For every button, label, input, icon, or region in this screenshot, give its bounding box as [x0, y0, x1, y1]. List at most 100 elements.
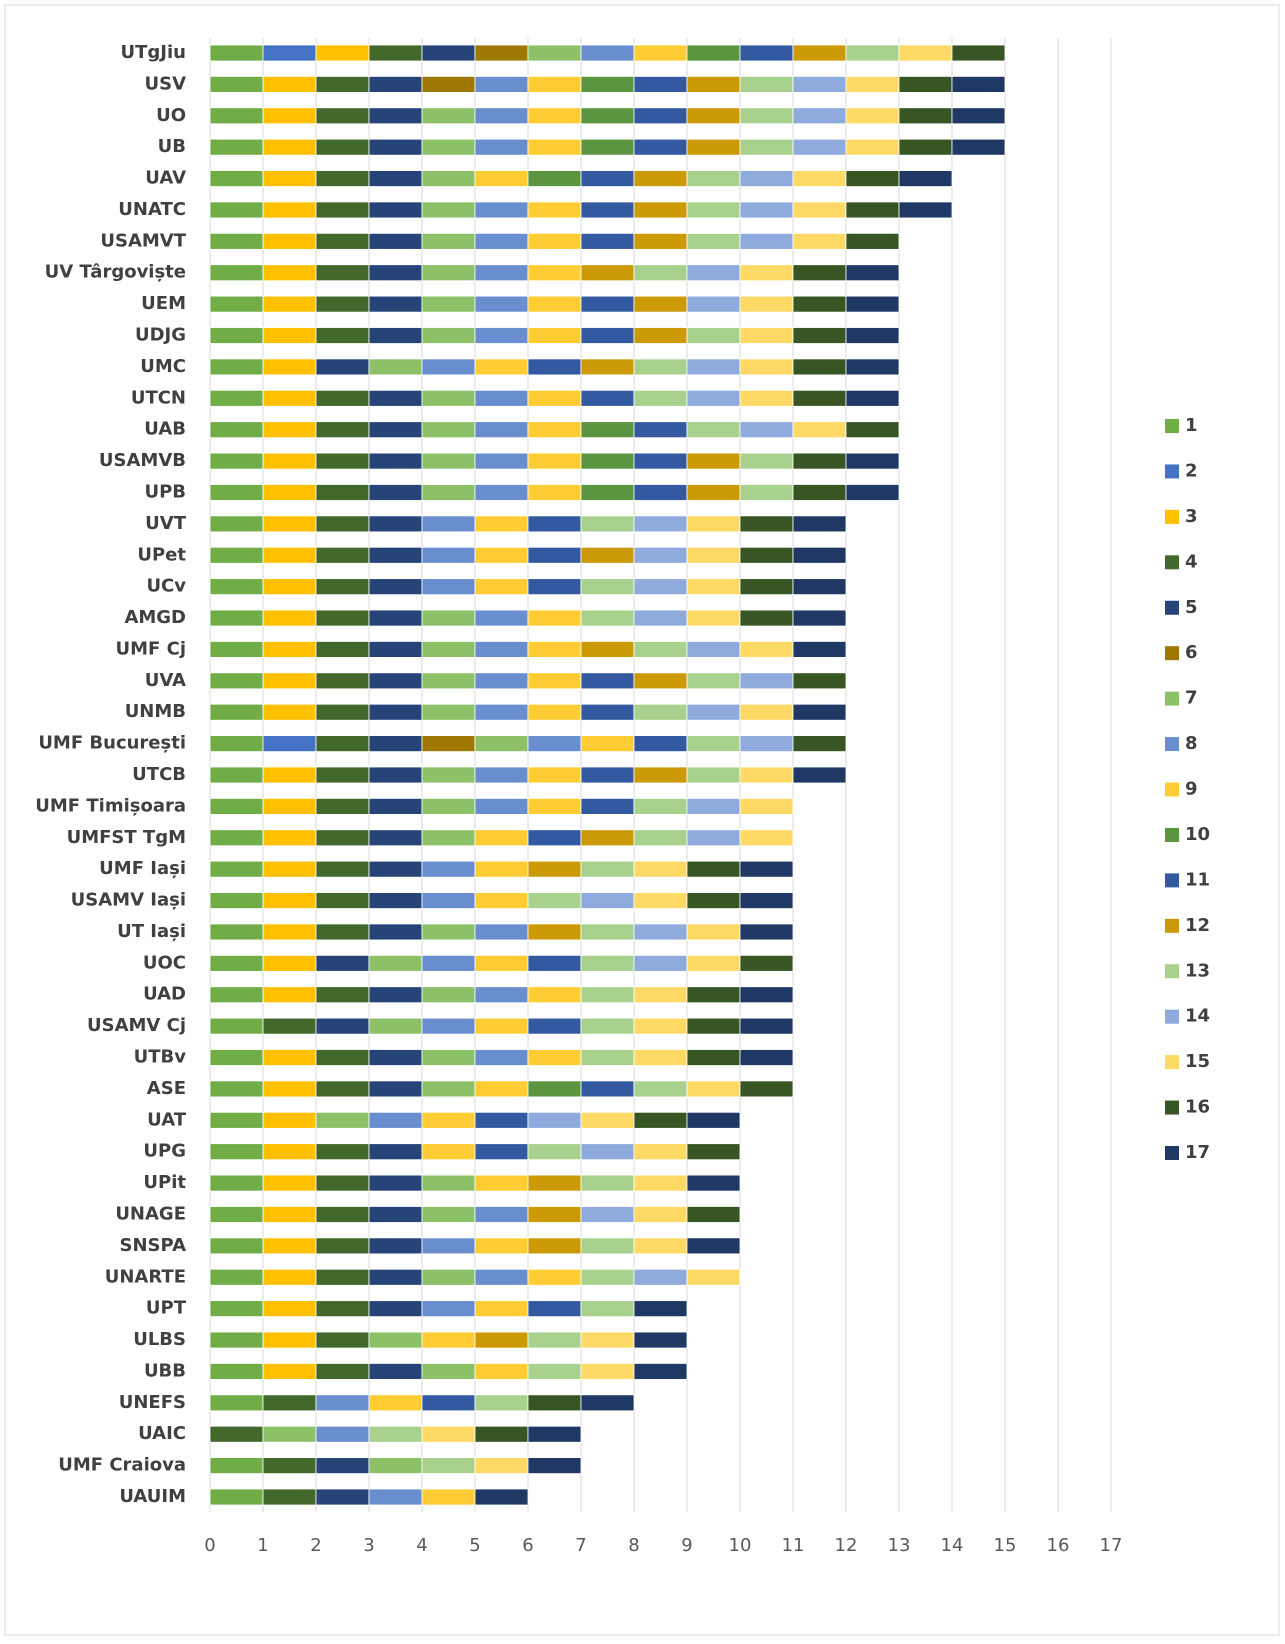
bar-segment [262, 1331, 317, 1349]
bar-segment [368, 389, 423, 407]
bar-segment [368, 1143, 423, 1161]
bar-segment [421, 829, 476, 847]
bar-segment [315, 358, 370, 376]
bar-segment [421, 515, 476, 533]
bar-segment [315, 1017, 370, 1035]
bar-segment [898, 201, 953, 219]
bar-segment [580, 797, 635, 815]
bar-segment [686, 1111, 741, 1129]
bar-segment [474, 1080, 529, 1098]
bar-segment [315, 515, 370, 533]
bar-segment [527, 609, 582, 627]
bar-segment [527, 389, 582, 407]
y-tick-label: UAB [144, 419, 186, 440]
bar-segment [845, 452, 900, 470]
bar-segment [368, 515, 423, 533]
bar-segment [686, 1017, 741, 1035]
bar-segment [474, 295, 529, 313]
bar-segment [580, 703, 635, 721]
bar-segment [474, 797, 529, 815]
bar-segment [686, 1080, 741, 1098]
bar-segment [368, 703, 423, 721]
bar-segment [474, 609, 529, 627]
y-tick-label: UV Târgoviște [45, 262, 186, 283]
bar-segment [315, 452, 370, 470]
y-tick-label: AMGD [124, 607, 186, 628]
bar-segment [474, 107, 529, 125]
bar-segment [368, 1457, 423, 1475]
bar-segment [792, 327, 847, 344]
x-tick-label: 16 [1047, 1535, 1070, 1556]
y-tick-label: USAMV Cj [87, 1015, 186, 1036]
bar-segment [474, 44, 529, 62]
bar-segment [792, 107, 847, 125]
x-tick-label: 13 [888, 1535, 911, 1556]
bar-segment [474, 1049, 529, 1066]
bar-segment [262, 484, 317, 501]
bar-segment [262, 797, 317, 815]
bar-segment [580, 1017, 635, 1035]
y-tick-label: UNATC [118, 199, 186, 220]
legend-label: 11 [1185, 869, 1210, 890]
bar-segment [580, 389, 635, 407]
x-tick-label: 17 [1100, 1535, 1123, 1556]
bar-segment [421, 264, 476, 282]
bar-segment [474, 986, 529, 1004]
bar-segment [315, 1049, 370, 1066]
bar-segment [315, 829, 370, 847]
bar-segment [262, 1425, 317, 1443]
bar-segment [633, 515, 688, 533]
bar-segment [262, 986, 317, 1004]
y-tick-label: UMF Timișoara [35, 795, 186, 816]
bar-segment [527, 1080, 582, 1098]
legend-swatch [1165, 555, 1179, 570]
bar-segment [527, 358, 582, 376]
bar-segment [262, 44, 317, 62]
bar-segment [368, 1425, 423, 1443]
bar-segment [739, 358, 794, 376]
bar-segment [739, 672, 794, 690]
bar-segment [527, 138, 582, 156]
y-tick-label: UAIC [138, 1423, 186, 1444]
bar-segment [527, 452, 582, 470]
y-tick-label: UMC [140, 356, 186, 377]
bar-segment [633, 75, 688, 93]
bar-segment [686, 44, 741, 62]
legend-label: 8 [1185, 733, 1198, 754]
legend-swatch [1165, 1055, 1179, 1070]
bar-segment [792, 672, 847, 690]
bar-segment [633, 609, 688, 627]
bar-segment [686, 484, 741, 501]
bar-segment [368, 1394, 423, 1412]
bar-segment [527, 1425, 582, 1443]
bar-segment [580, 1206, 635, 1223]
bar-segment [633, 860, 688, 878]
bar-segment [580, 232, 635, 250]
bar-segment [633, 703, 688, 721]
legend-swatch [1165, 600, 1179, 615]
bar-segment [527, 1268, 582, 1286]
bar-segment [739, 609, 794, 627]
bar-segment [315, 1080, 370, 1098]
legend-swatch [1165, 419, 1179, 433]
bar-segment [209, 892, 264, 909]
bar-segment [315, 264, 370, 282]
y-tick-label: SNSPA [120, 1235, 187, 1256]
bar-segment [580, 1080, 635, 1098]
y-tick-label: UOC [143, 952, 186, 973]
bar-segment [527, 1206, 582, 1223]
legend-swatch [1165, 464, 1179, 479]
bar-segment [792, 295, 847, 313]
bar-segment [474, 389, 529, 407]
bar-segment [209, 1080, 264, 1098]
bar-segment [580, 358, 635, 376]
legend-swatch [1165, 1100, 1179, 1115]
y-tick-label: UAD [143, 984, 186, 1005]
bar-segment [315, 860, 370, 878]
bar-segment [739, 138, 794, 156]
y-tick-label: UTgJiu [121, 42, 186, 63]
bar-segment [315, 797, 370, 815]
bar-segment [315, 1488, 370, 1506]
x-tick-label: 8 [628, 1535, 639, 1556]
bar-segment [739, 892, 794, 909]
